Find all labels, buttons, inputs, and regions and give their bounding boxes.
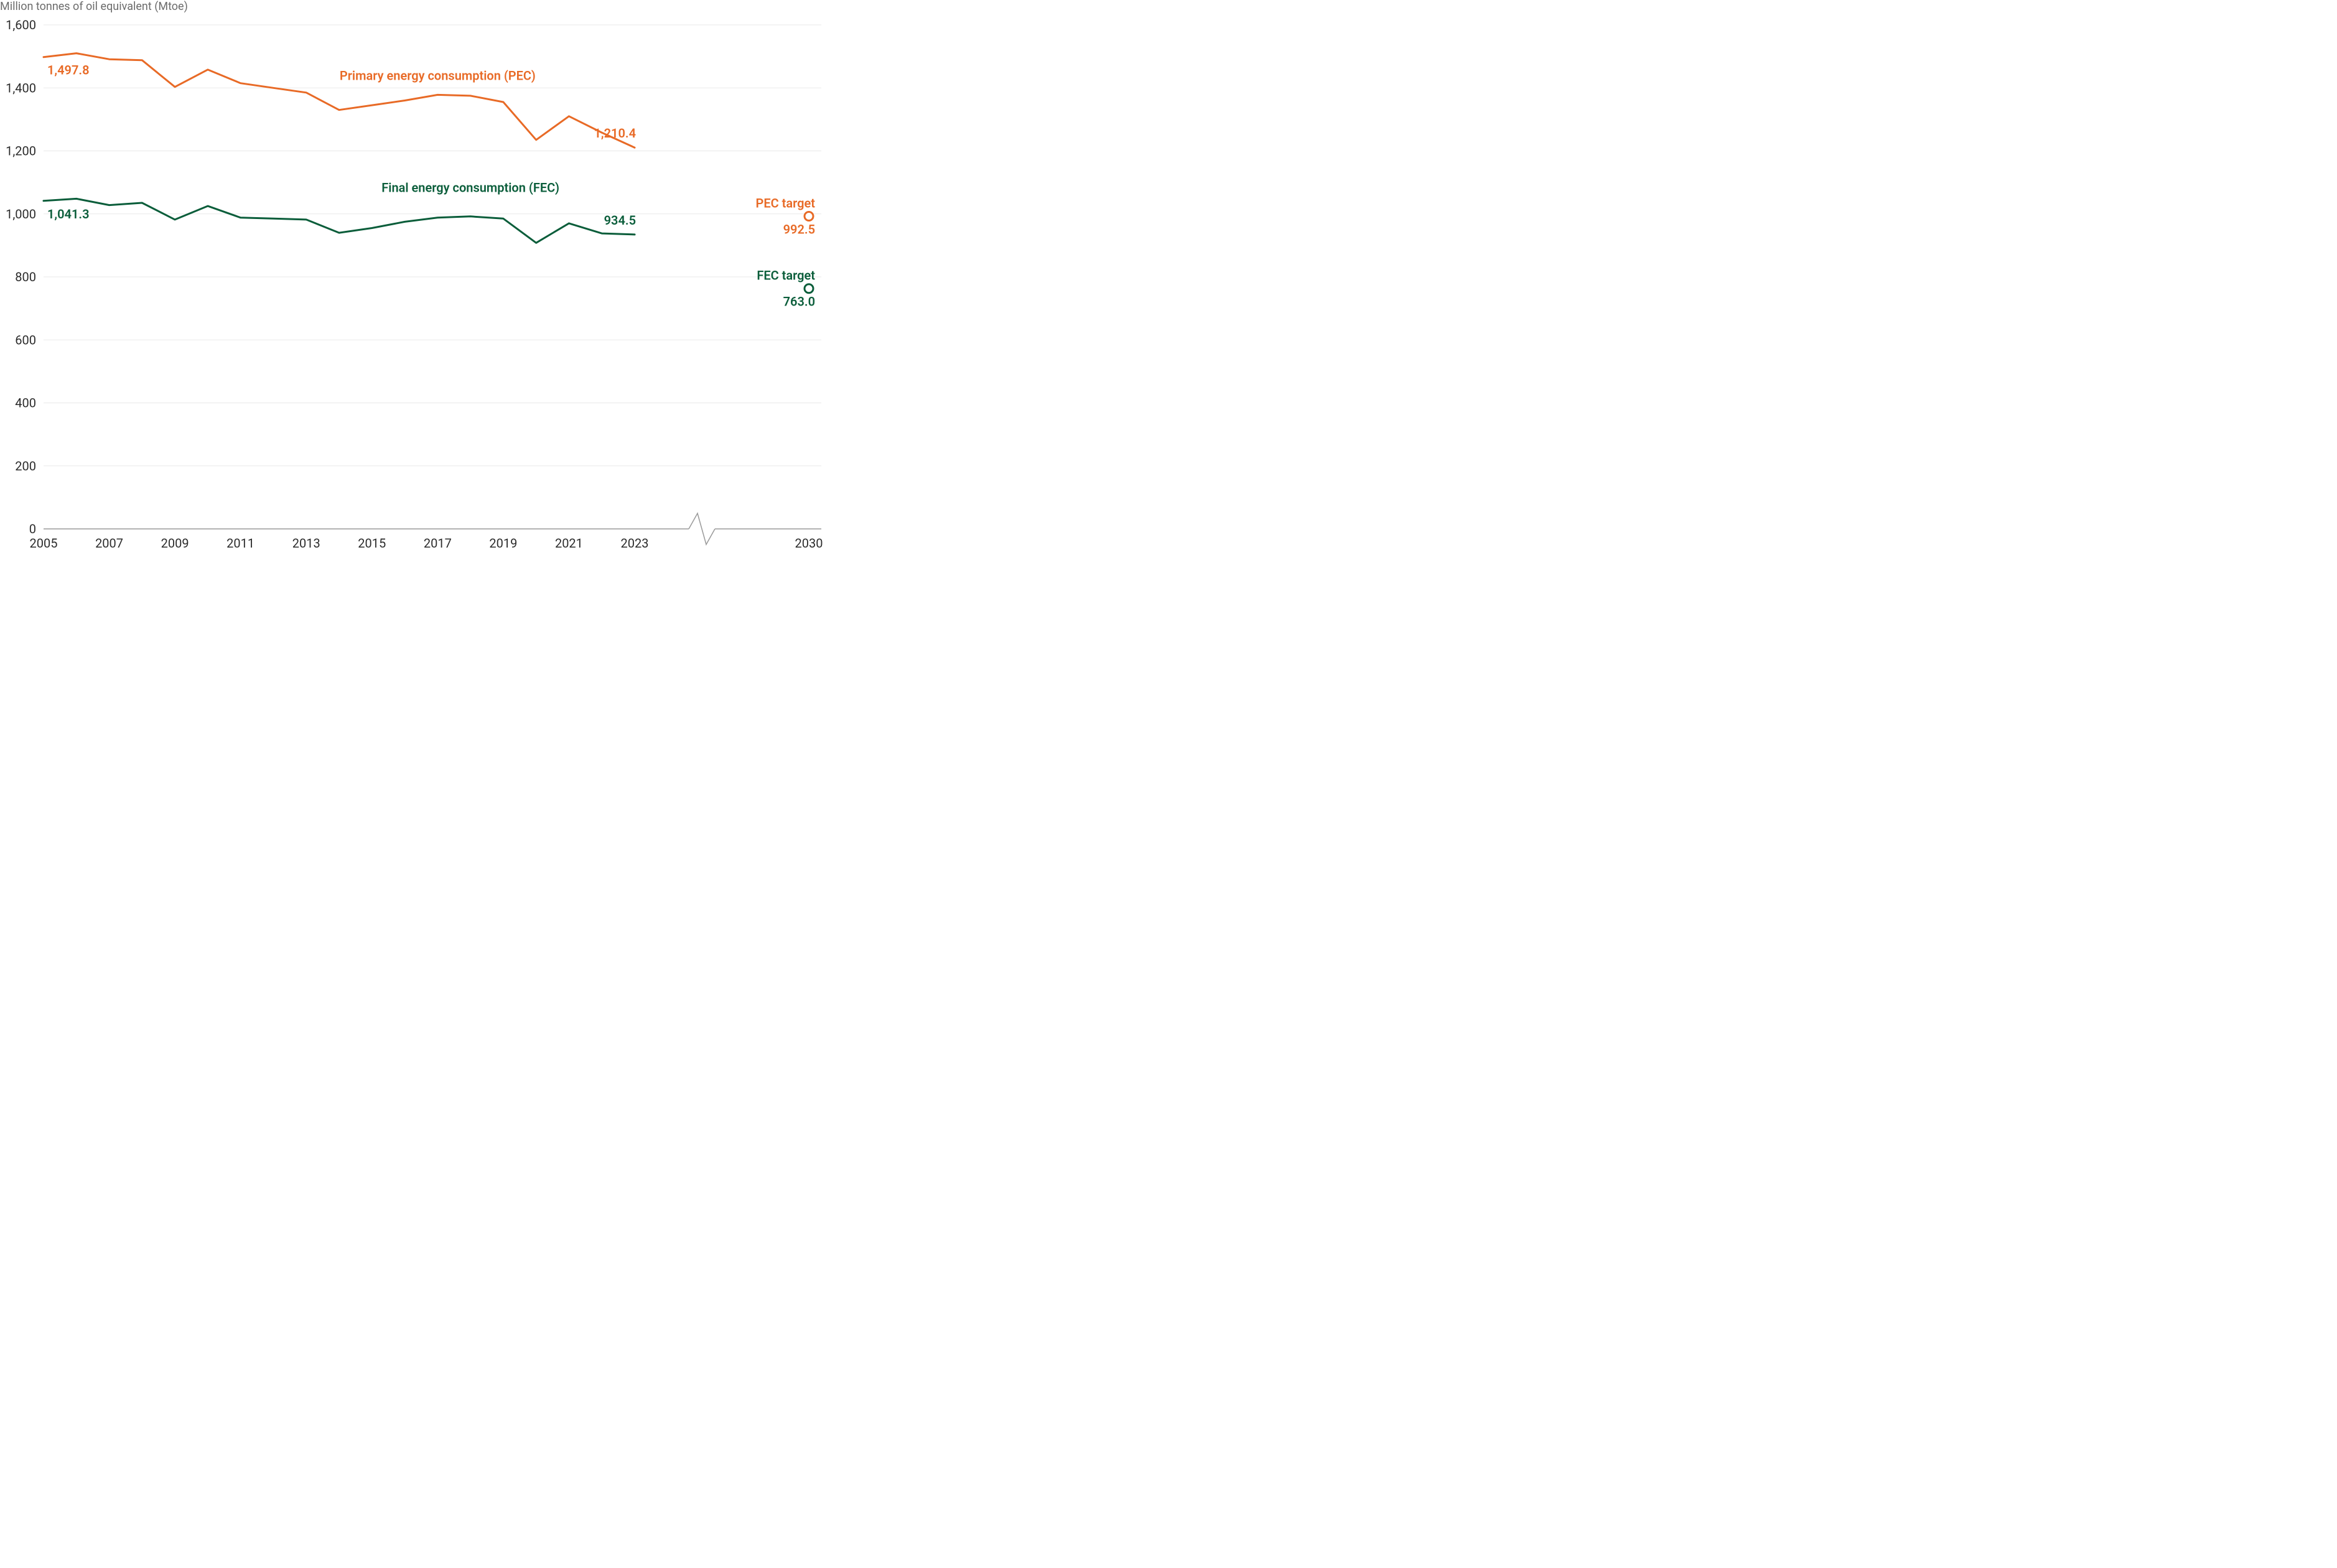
x-tick-label: 2017 xyxy=(424,536,452,551)
y-tick-label: 800 xyxy=(15,269,36,284)
y-tick-label: 400 xyxy=(15,396,36,411)
fec-first-value: 1,041.3 xyxy=(47,207,90,222)
x-tick-label: 2007 xyxy=(95,536,123,551)
x-tick-label: 2009 xyxy=(161,536,189,551)
y-tick-label: 1,600 xyxy=(6,17,36,32)
axis-break-icon xyxy=(689,513,715,544)
y-axis-title: Million tonnes of oil equivalent (Mtoe) xyxy=(0,0,188,13)
x-tick-label: 2021 xyxy=(555,536,583,551)
x-tick-label: 2030 xyxy=(795,536,823,551)
chart-svg: Million tonnes of oil equivalent (Mtoe) 0… xyxy=(0,0,834,560)
fec-target-marker xyxy=(805,284,813,293)
fec-series-label: Final energy consumption (FEC) xyxy=(381,180,559,195)
pec-target-label: PEC target xyxy=(756,196,816,211)
pec-series-label: Primary energy consumption (PEC) xyxy=(340,68,536,83)
y-tick-label: 0 xyxy=(29,521,36,536)
pec-target-value: 992.5 xyxy=(783,222,815,237)
y-tick-label: 1,400 xyxy=(6,80,36,95)
x-tick-label: 2023 xyxy=(621,536,649,551)
x-tick-label: 2005 xyxy=(30,536,58,551)
y-tick-label: 1,200 xyxy=(6,144,36,159)
x-tick-label: 2019 xyxy=(489,536,517,551)
x-tick-label: 2015 xyxy=(358,536,386,551)
fec-target-value: 763.0 xyxy=(783,294,815,309)
energy-consumption-chart: Million tonnes of oil equivalent (Mtoe) 0… xyxy=(0,0,834,560)
y-tick-label: 200 xyxy=(15,459,36,474)
y-tick-label: 1,000 xyxy=(6,207,36,222)
y-tick-label: 600 xyxy=(15,332,36,347)
fec-line xyxy=(44,198,635,243)
pec-target-marker xyxy=(805,212,813,221)
pec-last-value: 1,210.4 xyxy=(594,126,636,141)
fec-target-label: FEC target xyxy=(757,268,815,283)
pec-first-value: 1,497.8 xyxy=(47,63,90,78)
x-tick-label: 2011 xyxy=(226,536,254,551)
x-tick-label: 2013 xyxy=(292,536,320,551)
pec-line xyxy=(44,54,635,148)
fec-last-value: 934.5 xyxy=(604,213,636,228)
